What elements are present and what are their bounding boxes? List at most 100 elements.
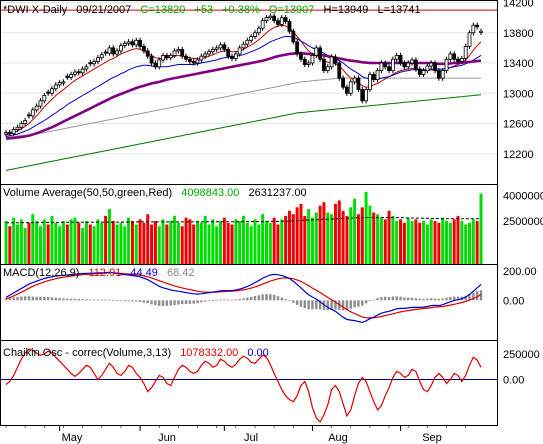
macd-histogram-bar: [280, 297, 284, 301]
macd-histogram-bar: [315, 300, 318, 310]
candle-body: [375, 70, 380, 81]
volume-bar: [84, 221, 88, 264]
candle-body: [69, 73, 74, 78]
macd-histogram-bar: [200, 300, 203, 303]
candle-body: [210, 48, 215, 53]
macd-histogram-bar: [100, 299, 103, 301]
volume-bar: [111, 221, 115, 264]
macd-histogram-bar: [288, 300, 291, 302]
macd-histogram-bar: [46, 297, 50, 301]
candle-body: [107, 47, 112, 54]
macd-histogram-bar: [361, 300, 364, 306]
macd-histogram-bar: [433, 298, 437, 301]
macd-histogram-bar: [85, 299, 88, 301]
macd-histogram-bar: [407, 297, 410, 301]
volume-bar: [50, 215, 54, 264]
volume-bar: [138, 219, 142, 264]
volume-bar: [307, 209, 311, 264]
candle-body: [394, 55, 399, 60]
candle-body: [479, 30, 483, 33]
candle-body: [456, 58, 460, 62]
candle-body: [176, 48, 181, 52]
candle-body: [153, 62, 158, 68]
candle-body: [34, 105, 39, 111]
chaikin-axis: 0.00 250000: [503, 349, 540, 386]
macd-line: [5, 271, 482, 324]
price-tick-label: 14200: [503, 0, 534, 10]
macd-histogram-bar: [422, 298, 425, 301]
macd-histogram-bar: [303, 300, 306, 309]
macd-histogram-bar: [92, 299, 96, 301]
volume-bar: [96, 219, 100, 264]
x-axis-tick-label: Aug: [328, 432, 348, 444]
volume-panel: 2500000 4000000 Volume Average(50,50,gree…: [0, 184, 543, 265]
volume-bar: [65, 224, 69, 264]
macd-histogram-bar: [357, 300, 360, 307]
candle-body: [260, 20, 265, 29]
macd-histogram-bar: [89, 299, 92, 301]
price-header: *DWI X-Daily 09/21/2007 C=13820 +53 +0.3…: [3, 4, 421, 16]
candle-body: [452, 53, 457, 60]
x-axis-tick-label: Jun: [158, 432, 176, 444]
candle-body: [115, 50, 119, 55]
volume-bar: [203, 215, 207, 264]
moving-average-line: [5, 77, 481, 138]
macd-histogram-bar: [96, 299, 100, 301]
candle-body: [172, 50, 177, 56]
candle-body: [314, 47, 319, 56]
macd-histogram-bar: [16, 296, 19, 301]
volume-bar: [23, 227, 27, 264]
candle-body: [459, 58, 464, 62]
chaikin-panel: 0.00 250000 Chaikin Osc - correc(Volume,3…: [0, 340, 540, 426]
volume-bar: [360, 207, 364, 264]
candle-body: [352, 77, 357, 83]
volume-tick-label: 2500000: [503, 216, 543, 228]
volume-title: Volume Average(50,50,green,Red): [3, 187, 172, 199]
candle-body: [306, 62, 311, 65]
volume-bar: [215, 226, 219, 264]
macd-histogram-bar: [475, 291, 479, 301]
macd-histogram-bar: [173, 300, 176, 306]
volume-bar: [165, 224, 169, 264]
volume-bar: [402, 222, 406, 264]
volume-bar: [226, 222, 230, 264]
macd-histogram-bar: [211, 300, 215, 301]
volume-bar: [35, 221, 39, 264]
macd-histogram-bar: [326, 300, 329, 311]
volume-bar: [38, 226, 42, 264]
volume-bar: [230, 224, 234, 264]
volume-bar: [475, 221, 479, 264]
candle-body: [329, 56, 334, 68]
macd-histogram-bar: [188, 300, 192, 304]
candle-body: [73, 71, 77, 75]
candle-body: [103, 51, 108, 54]
volume-bar: [42, 219, 46, 264]
macd-histogram-bar: [192, 300, 195, 304]
volume-bar: [222, 217, 226, 264]
change-pct-label: +0.38%: [222, 4, 260, 16]
macd-histogram-bar: [403, 297, 406, 301]
volume-bar: [437, 222, 441, 264]
chaikin-tick-label: 250000: [503, 349, 540, 361]
volume-bar: [333, 203, 337, 264]
macd-histogram-bar: [215, 299, 218, 301]
volume-bar: [425, 224, 429, 264]
candle-body: [157, 59, 162, 68]
macd-histogram-bar: [399, 296, 402, 301]
candle-body: [245, 39, 250, 45]
volume-bar: [238, 221, 242, 264]
candle-body: [222, 44, 227, 50]
candle-body: [310, 55, 315, 64]
macd-histogram-bar: [284, 299, 287, 301]
moving-average-line: [5, 36, 482, 137]
x-axis: May Jun Jul Aug Sep: [5, 426, 466, 444]
macd-histogram-bar: [299, 300, 303, 307]
macd-histogram-bar: [135, 300, 138, 302]
volume-bar: [414, 219, 418, 264]
macd-histogram-bar: [146, 300, 149, 304]
macd-value-red: 112.91: [88, 267, 121, 279]
candle-body: [341, 77, 345, 88]
macd-histogram-bar: [418, 298, 421, 301]
candle-body: [364, 89, 368, 102]
